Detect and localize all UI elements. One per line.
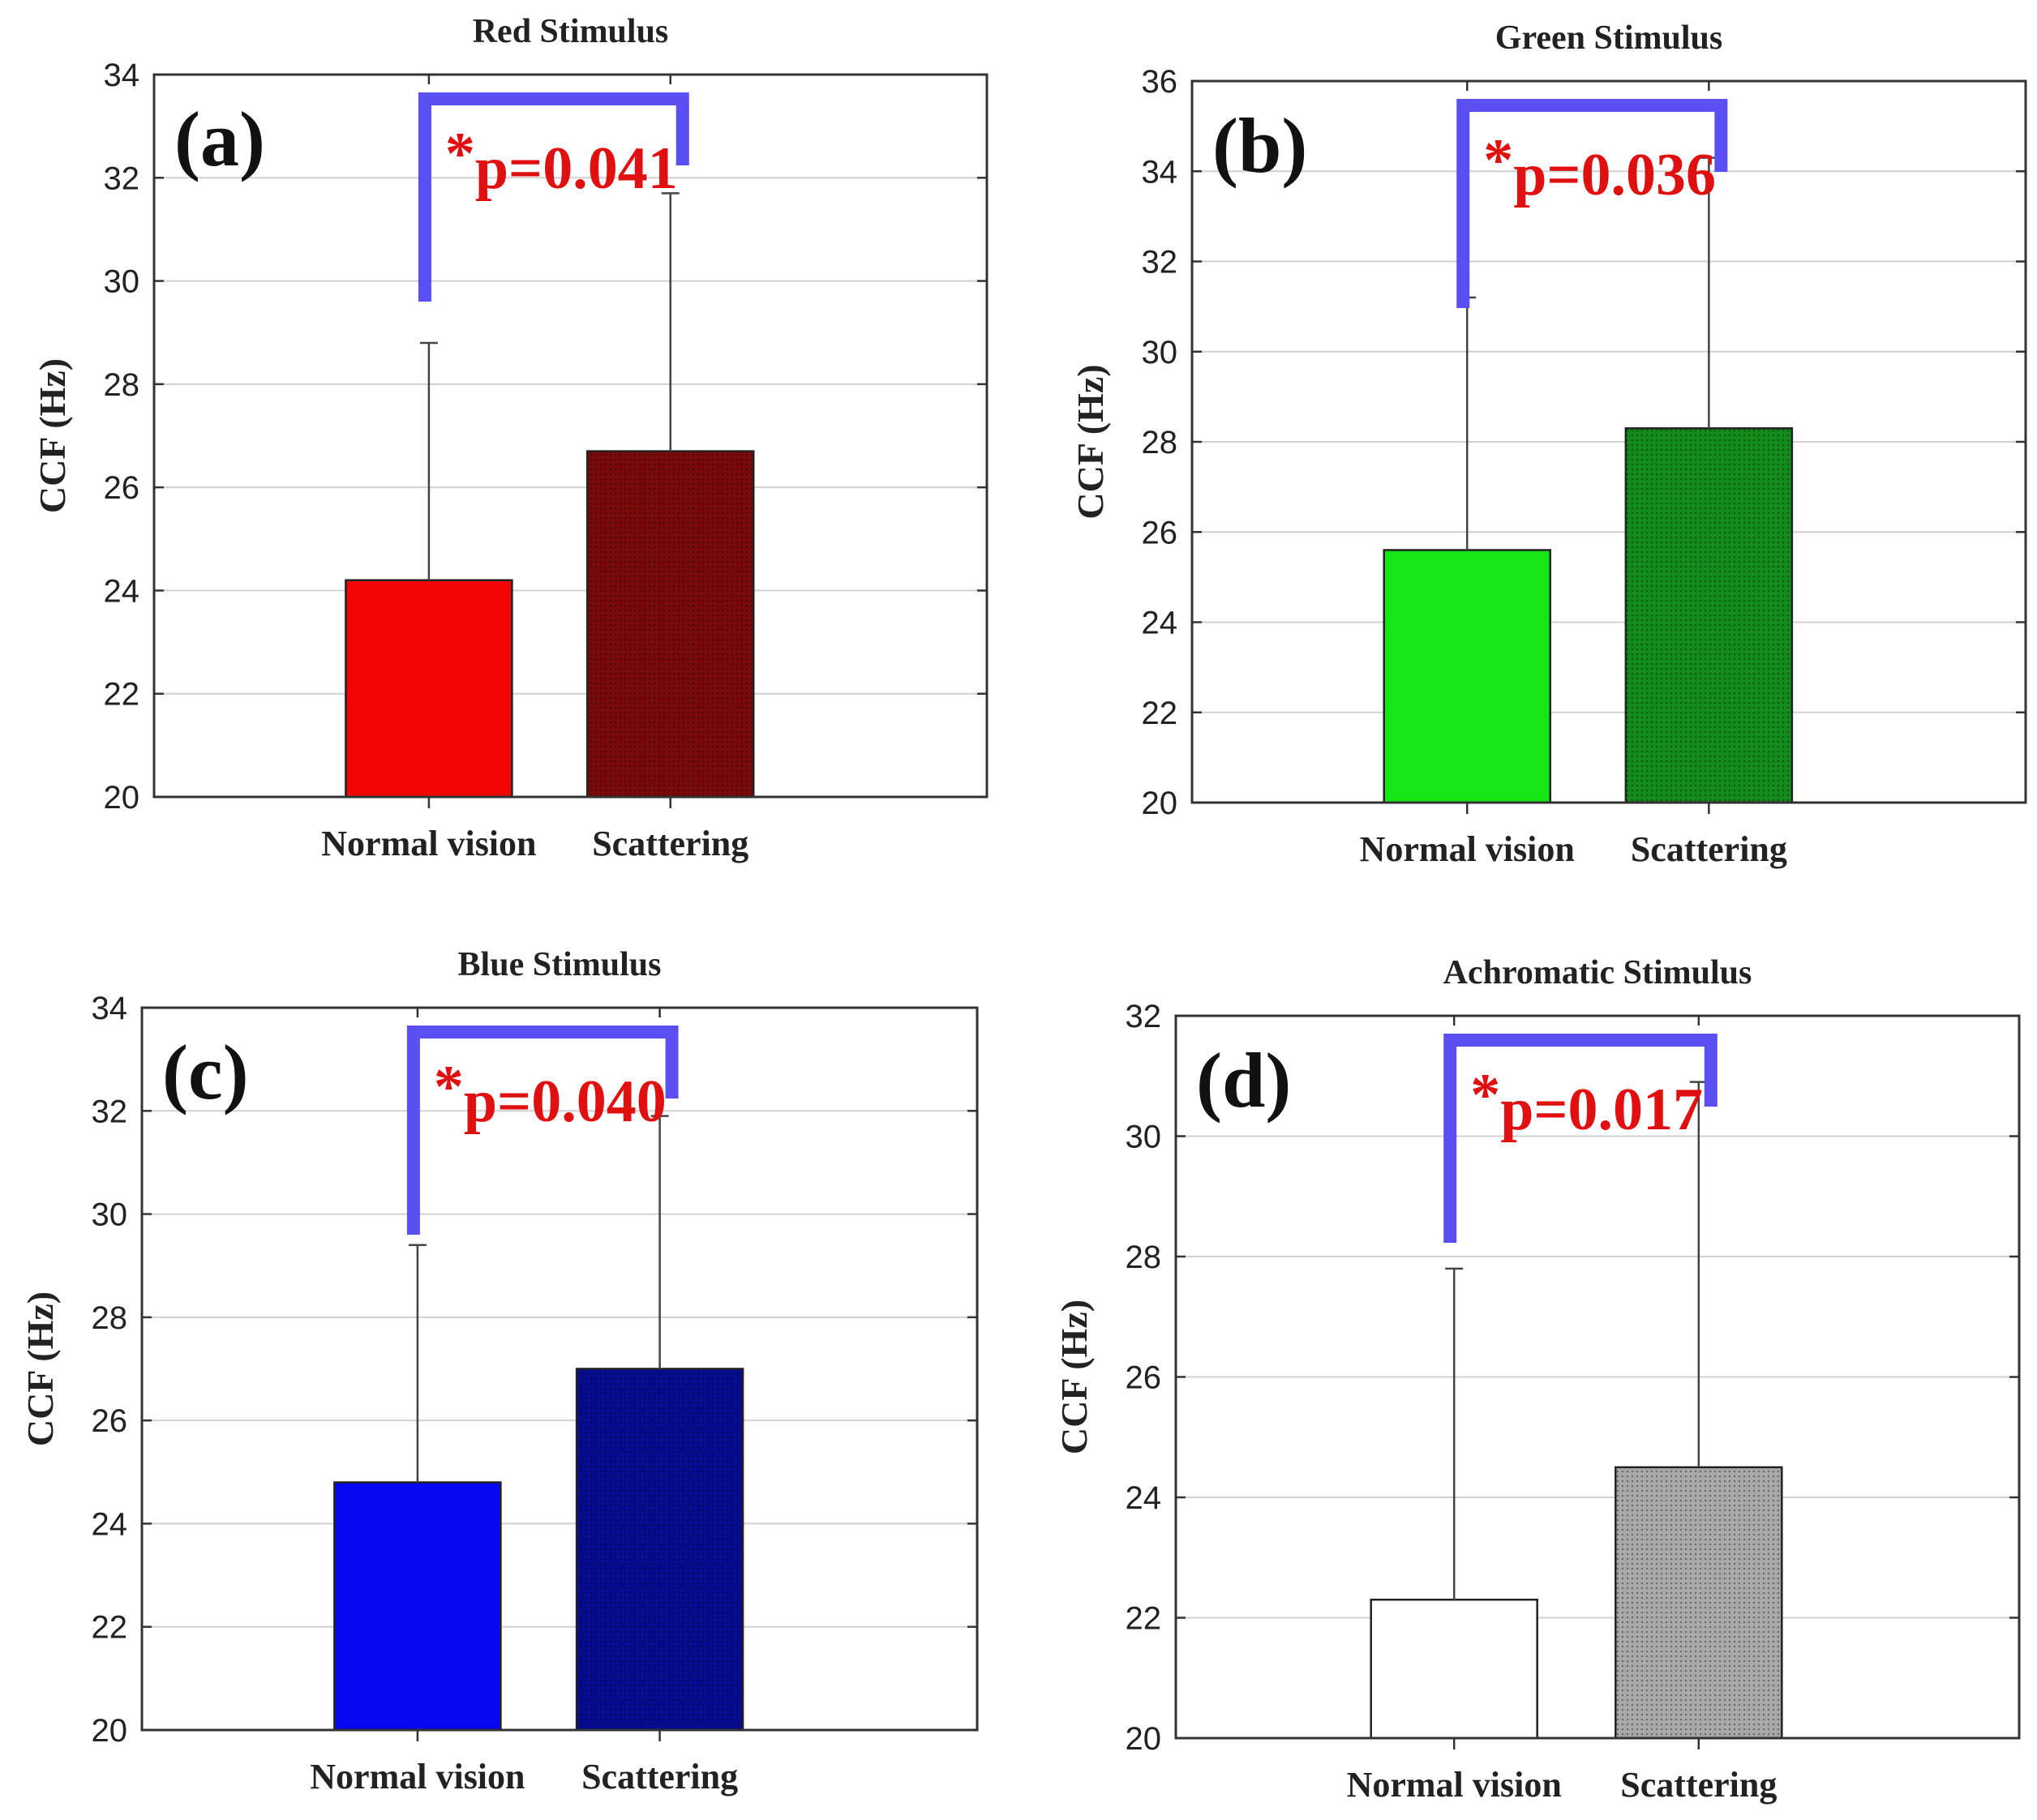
significance-bracket (406, 1026, 679, 1235)
panel-label: (c) (162, 1029, 249, 1116)
y-tick-label: 26 (104, 470, 140, 506)
y-tick-label: 32 (1126, 999, 1162, 1034)
y-tick-label: 28 (1142, 425, 1178, 460)
y-tick-label: 22 (1126, 1601, 1162, 1637)
y-tick-label: 24 (1142, 606, 1178, 641)
y-tick-label: 20 (104, 780, 140, 816)
y-tick-label: 20 (1126, 1721, 1162, 1757)
chart-panel-d: 20 22 24 26 28 30 32 Normal vision Scattering Ach… (1053, 954, 2021, 1805)
significance-star: * (1483, 127, 1513, 194)
x-category-label: Normal vision (310, 1757, 525, 1796)
y-tick-label: 34 (92, 991, 128, 1026)
y-tick-label: 20 (92, 1713, 128, 1749)
chart-title: Green Stimulus (1495, 19, 1722, 57)
bar-normal-vision (345, 579, 513, 799)
x-category-label: Scattering (1631, 829, 1787, 869)
x-category-label: Normal vision (321, 824, 536, 863)
y-tick-label: 28 (1126, 1240, 1162, 1275)
chart-panel-a: 20 22 24 26 28 30 32 34 Normal vision Scattering R… (32, 13, 988, 863)
y-tick-label: 24 (1126, 1480, 1162, 1516)
significance-bracket (1443, 1034, 1718, 1243)
x-category-label: Scattering (581, 1757, 738, 1796)
y-tick-label: 22 (1142, 696, 1178, 731)
plot-frame (140, 1006, 979, 1732)
panel-label: (d) (1196, 1037, 1291, 1124)
significance-label: *p=0.036 (1483, 127, 1716, 208)
x-category-label: Normal vision (1347, 1765, 1562, 1805)
y-axis-label: CCF (Hz) (1053, 1300, 1095, 1454)
p-value: p=0.036 (1513, 142, 1716, 208)
panel-label: (b) (1212, 102, 1307, 189)
chart-title: Achromatic Stimulus (1443, 954, 1752, 991)
y-tick-label: 24 (104, 573, 140, 609)
y-tick-label: 20 (1142, 786, 1178, 821)
bar-scattering (575, 1368, 744, 1732)
y-tick-label: 26 (1142, 515, 1178, 550)
y-tick-label: 26 (1126, 1360, 1162, 1396)
x-category-label: Normal vision (1360, 829, 1575, 869)
y-axis-label: CCF (Hz) (1070, 364, 1111, 519)
significance-star: * (434, 1054, 464, 1120)
bar-scattering (585, 450, 755, 799)
y-tick-label: 22 (92, 1610, 128, 1646)
y-tick-label: 30 (92, 1197, 128, 1233)
y-tick-label: 36 (1142, 64, 1178, 100)
significance-star: * (445, 121, 475, 187)
y-tick-label: 30 (1142, 335, 1178, 370)
y-tick-label: 32 (1142, 245, 1178, 280)
bar-normal-vision (333, 1481, 502, 1732)
bar-normal-vision (1383, 549, 1551, 804)
chart-title: Blue Stimulus (458, 946, 662, 983)
x-category-label: Scattering (1620, 1765, 1777, 1805)
x-category-label: Scattering (592, 824, 748, 863)
y-tick-label: 22 (104, 677, 140, 713)
y-tick-label: 34 (1142, 154, 1178, 190)
chart-panel-b: 20 22 24 26 28 30 32 34 36 Normal vision Scatterin… (1070, 19, 2027, 869)
y-axis-label: CCF (Hz) (32, 358, 73, 513)
y-tick-label: 32 (104, 161, 140, 196)
chart-panel-c: 20 22 24 26 28 30 32 34 Normal vision Scattering B… (19, 946, 979, 1796)
bar-scattering (1615, 1466, 1783, 1740)
y-tick-label: 30 (104, 264, 140, 300)
p-value: p=0.041 (475, 135, 678, 202)
y-tick-label: 28 (92, 1300, 128, 1336)
bar-normal-vision (1370, 1598, 1538, 1740)
significance-label: *p=0.041 (445, 121, 678, 202)
y-tick-label: 30 (1126, 1120, 1162, 1155)
y-tick-label: 34 (104, 58, 140, 93)
bar-scattering (1624, 427, 1794, 804)
y-tick-label: 24 (92, 1506, 128, 1542)
y-axis-label: CCF (Hz) (19, 1291, 61, 1446)
significance-star: * (1470, 1062, 1500, 1128)
y-tick-label: 28 (104, 367, 140, 403)
plot-frame (152, 73, 988, 799)
y-tick-label: 26 (92, 1403, 128, 1439)
significance-bracket (1456, 99, 1728, 308)
y-tick-label: 32 (92, 1094, 128, 1129)
chart-title: Red Stimulus (473, 13, 669, 50)
p-value: p=0.040 (464, 1068, 667, 1135)
significance-label: *p=0.017 (1470, 1062, 1703, 1143)
panel-label: (a) (174, 96, 265, 182)
significance-bracket (418, 92, 689, 302)
significance-label: *p=0.040 (434, 1054, 667, 1135)
p-value: p=0.017 (1500, 1077, 1703, 1143)
